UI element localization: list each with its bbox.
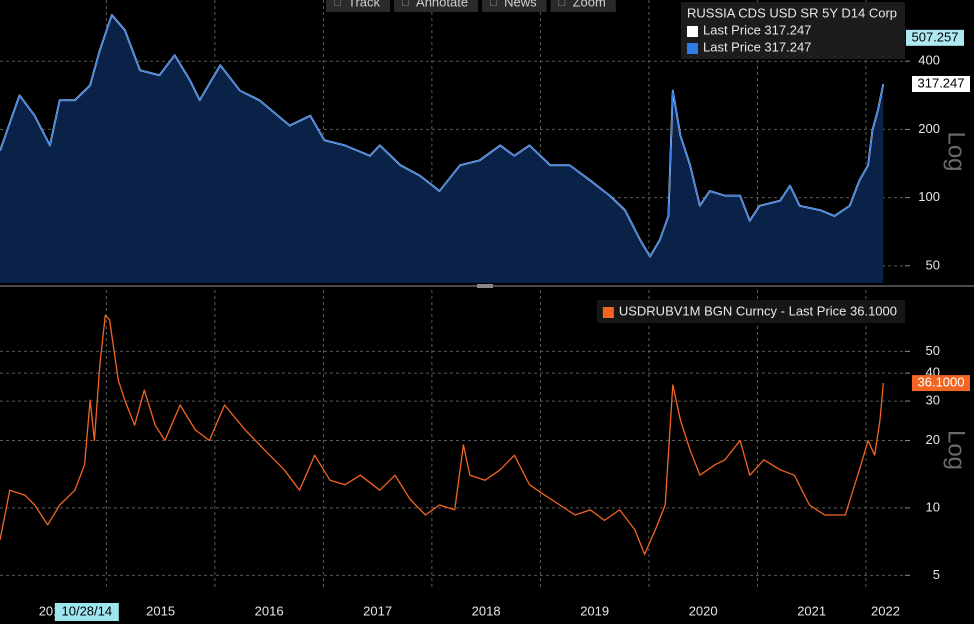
legend-title: RUSSIA CDS USD SR 5Y D14 Corp xyxy=(687,5,897,20)
x-tick-label: 2017 xyxy=(363,603,392,618)
legend: USDRUBV1M BGN Curncy - Last Price 36.100… xyxy=(596,300,905,323)
legend-box xyxy=(596,300,905,323)
value-tag xyxy=(912,375,970,392)
x-tick-label: 2016 xyxy=(255,603,284,618)
y-tick-label: 100 xyxy=(918,189,940,204)
toolbar-label[interactable]: Zoom xyxy=(573,0,606,9)
legend-label: Last Price 317.247 xyxy=(703,22,811,37)
toolbar-button[interactable] xyxy=(326,0,391,12)
divider-grip[interactable] xyxy=(477,284,493,288)
toolbar-button[interactable] xyxy=(482,0,547,12)
legend: RUSSIA CDS USD SR 5Y D14 Corp Last Price … xyxy=(681,2,905,59)
y-tick-label: 200 xyxy=(918,121,940,136)
y-tick-label: 400 xyxy=(918,53,940,68)
value-tag-label: 36.1000 xyxy=(918,375,965,390)
y-axis-label: Log xyxy=(943,430,970,470)
value-tag-label: 507.257 xyxy=(912,29,959,44)
legend-swatch xyxy=(687,43,698,54)
y-tick-label: 20 xyxy=(926,432,940,447)
toolbar-label[interactable]: News xyxy=(504,0,537,9)
x-tick-label: 2018 xyxy=(472,603,501,618)
toolbar-button[interactable] xyxy=(394,0,479,12)
toolbar-icon: □ xyxy=(334,0,341,9)
toolbar-icon: □ xyxy=(490,0,497,9)
x-tick-label: 2022 xyxy=(871,603,900,618)
toolbar-button[interactable] xyxy=(550,0,616,12)
legend-label: USDRUBV1M BGN Curncy - Last Price 36.100… xyxy=(619,303,897,318)
line xyxy=(0,14,884,258)
y-tick-label: 50 xyxy=(926,343,940,358)
legend-box xyxy=(681,2,905,59)
y-tick-label: 5 xyxy=(933,567,940,582)
value-tag-label: 317.247 xyxy=(918,75,965,90)
legend-swatch xyxy=(687,26,698,37)
y-tick-label: 10 xyxy=(926,499,940,514)
toolbar-icon: □ xyxy=(402,0,409,9)
toolbar: □ Track □ Annotate □ News □ Zoom xyxy=(326,0,616,12)
area xyxy=(0,15,884,283)
toolbar-label[interactable]: Track xyxy=(348,0,381,9)
x-tick-label: 2019 xyxy=(580,603,609,618)
panel: 50 100 200 400 Log RUSSIA CDS USD SR 5Y D14 C… xyxy=(0,0,970,283)
y-tick-label: 50 xyxy=(926,257,940,272)
x-tick-label: 2020 xyxy=(689,603,718,618)
cursor-date-box xyxy=(54,603,119,621)
value-tag xyxy=(912,76,970,93)
y-tick-label: 30 xyxy=(926,393,940,408)
line xyxy=(0,314,884,556)
toolbar-icon: □ xyxy=(559,0,566,9)
value-tag xyxy=(906,29,964,46)
legend-swatch xyxy=(602,307,614,318)
x-tick-label: 2015 xyxy=(146,603,175,618)
x-tick-label: 2021 xyxy=(797,603,826,618)
y-axis-label: Log xyxy=(943,131,970,171)
toolbar-label[interactable]: Annotate xyxy=(416,0,468,9)
cursor-date-label: 10/28/14 xyxy=(62,603,113,618)
legend-label: Last Price 317.247 xyxy=(703,39,811,54)
